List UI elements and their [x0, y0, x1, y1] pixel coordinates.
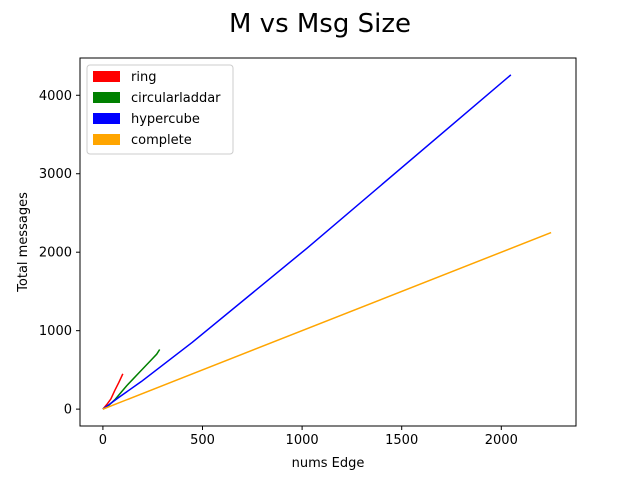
- y-tick-label: 2000: [39, 246, 72, 261]
- plot-lines: [102, 74, 552, 410]
- y-axis-label: Total messages: [16, 192, 31, 293]
- legend: ring circularladdar hypercube complete: [86, 64, 234, 155]
- y-tick-label: 0: [64, 403, 72, 418]
- legend-label-complete: complete: [131, 133, 192, 148]
- chart-title: M vs Msg Size: [229, 9, 411, 39]
- y-tick-label: 3000: [39, 167, 72, 182]
- y-tick-label: 1000: [39, 324, 72, 339]
- legend-label-hypercube: hypercube: [131, 112, 200, 127]
- legend-swatch-hypercube: [93, 113, 120, 124]
- x-tick-label: 2000: [485, 433, 518, 448]
- legend-swatch-circularladdar: [93, 92, 120, 103]
- x-tick-label: 0: [99, 433, 107, 448]
- x-tick-label: 1000: [286, 433, 319, 448]
- legend-swatch-ring: [93, 71, 120, 82]
- x-tick-label: 500: [190, 433, 215, 448]
- legend-box: [86, 64, 234, 155]
- series-line-ring: [102, 373, 124, 410]
- x-axis: 0 500 1000 1500 2000: [99, 426, 518, 448]
- series-line-hypercube: [102, 74, 512, 410]
- x-tick-label: 1500: [385, 433, 418, 448]
- legend-label-ring: ring: [131, 70, 156, 85]
- y-axis: 0 1000 2000 3000 4000: [39, 89, 80, 418]
- y-tick-label: 4000: [39, 89, 72, 104]
- plot-area-frame: [79, 57, 577, 427]
- legend-label-circularladdar: circularladdar: [131, 91, 221, 106]
- legend-swatch-complete: [93, 134, 120, 145]
- x-axis-label: nums Edge: [292, 456, 365, 471]
- series-line-complete: [102, 231, 552, 410]
